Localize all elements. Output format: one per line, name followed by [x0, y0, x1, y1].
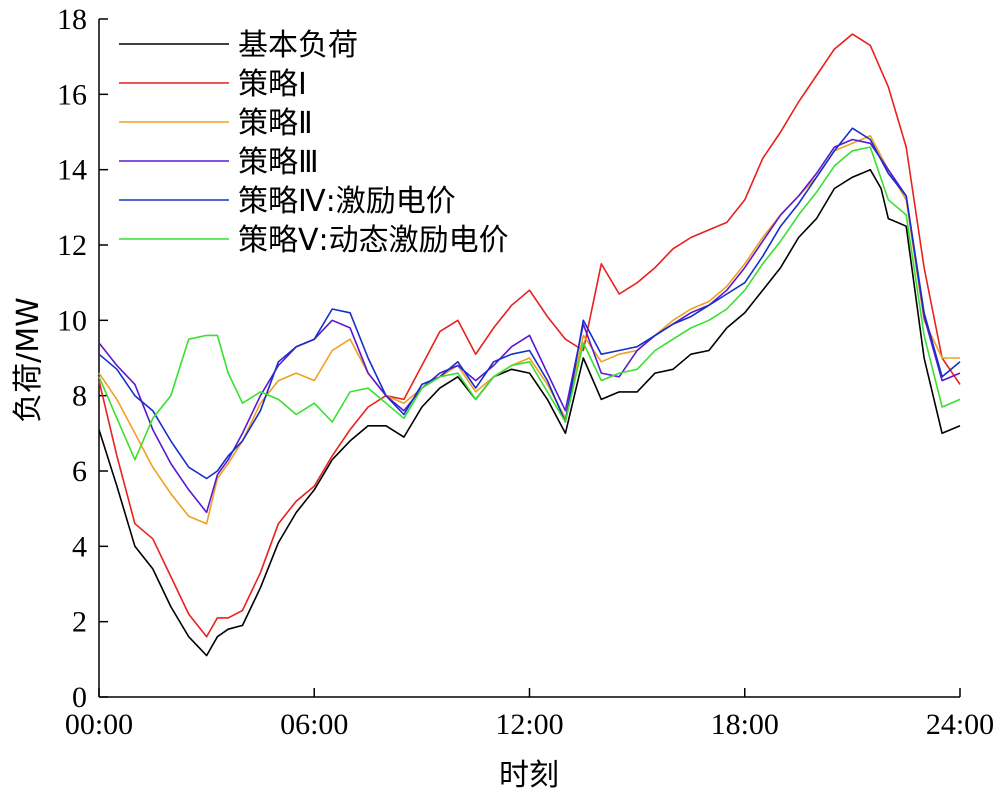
series-line-1	[98, 168, 961, 657]
x-tick-label: 00:00	[65, 708, 133, 741]
x-tick-label: 12:00	[495, 708, 563, 741]
y-tick-label: 10	[57, 304, 87, 337]
y-tick-label: 6	[72, 455, 87, 488]
y-axis-title: 负荷/MW	[11, 297, 46, 423]
x-tick-label: 24:00	[926, 708, 994, 741]
x-tick-label: 18:00	[711, 708, 779, 741]
legend-label-1: 基本负荷	[238, 28, 358, 63]
y-tick-label: 14	[57, 154, 87, 187]
y-tick-label: 8	[72, 380, 87, 413]
x-axis-title: 时刻	[499, 758, 559, 793]
legend-label-4: 策略Ⅲ	[238, 145, 319, 180]
y-tick-label: 2	[72, 606, 87, 639]
legend-label-2: 策略Ⅰ	[238, 67, 307, 102]
axes: 0 2 4 6 8 10 12 14 16 18 00:00 06:00 12:00 18:00 24:00	[57, 3, 994, 741]
y-tick-label: 16	[57, 78, 87, 111]
y-tick-label: 12	[57, 229, 87, 262]
y-tick-label: 4	[72, 530, 87, 563]
series-line-2	[98, 33, 961, 638]
series-line-5	[98, 127, 961, 480]
legend-label-5: 策略Ⅳ:激励电价	[238, 184, 456, 219]
series-line-6	[98, 146, 961, 461]
plot-lines	[98, 33, 961, 657]
series-line-4	[98, 138, 961, 514]
legend-label-6: 策略Ⅴ:动态激励电价	[238, 223, 509, 258]
y-tick-label: 0	[72, 681, 87, 714]
y-tick-label: 18	[57, 3, 87, 36]
x-tick-label: 06:00	[280, 708, 348, 741]
legend-label-3: 策略Ⅱ	[238, 106, 313, 141]
